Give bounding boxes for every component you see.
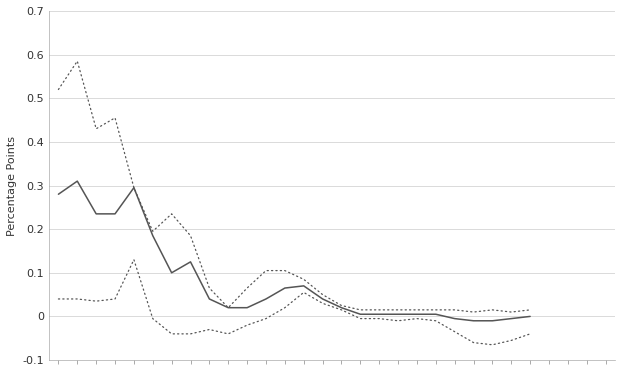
Y-axis label: Percentage Points: Percentage Points [7,135,17,235]
